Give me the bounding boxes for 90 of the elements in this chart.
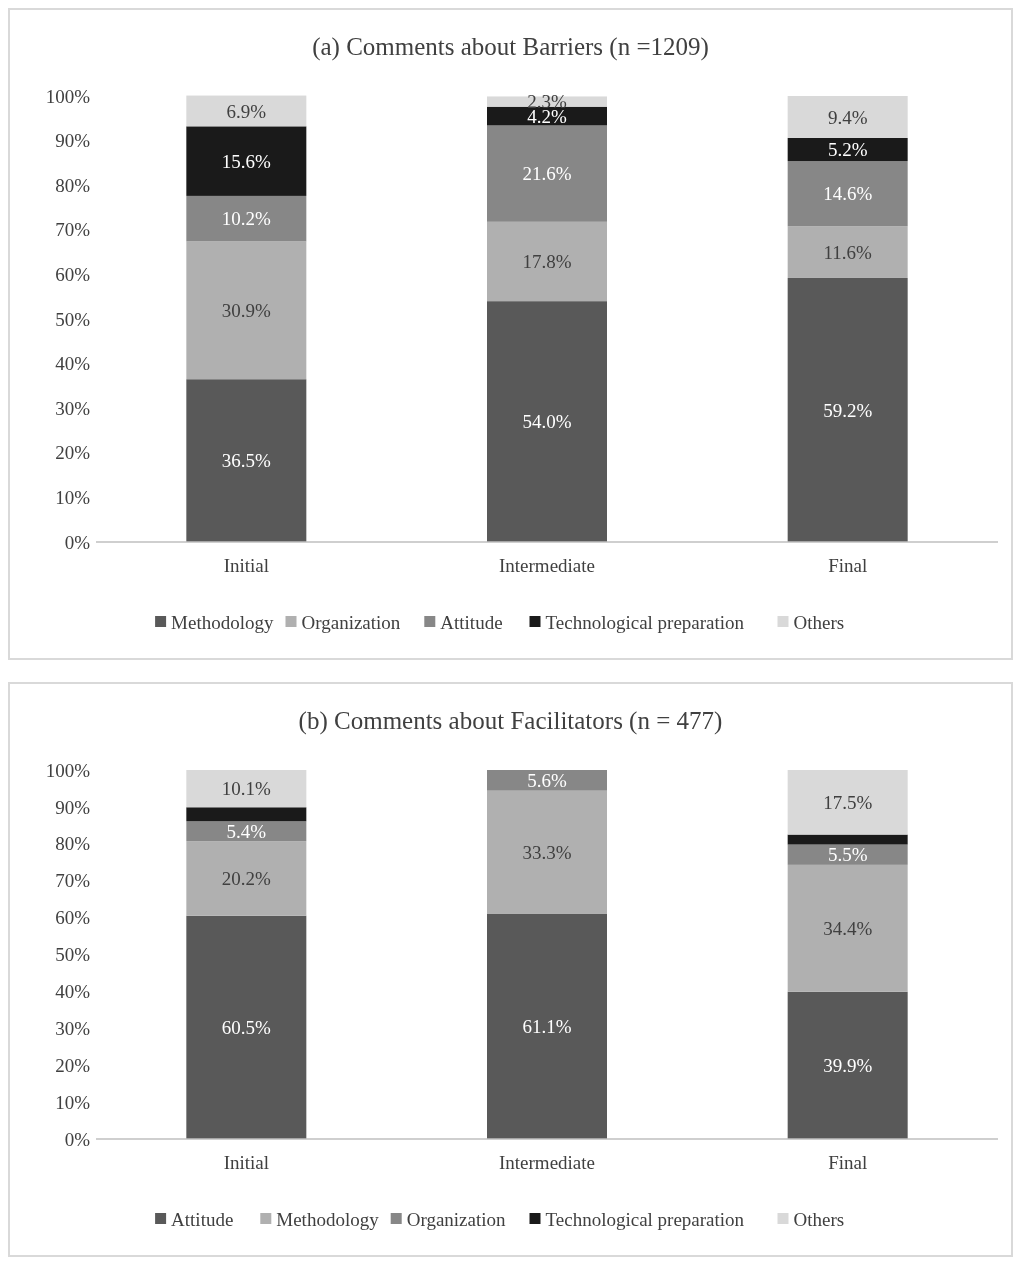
y-tick-label: 60% xyxy=(55,907,91,929)
data-label: 17.8% xyxy=(522,251,572,273)
y-tick-label: 0% xyxy=(64,531,91,553)
x-tick-label: Initial xyxy=(223,555,270,576)
bar xyxy=(487,125,607,222)
y-tick-label: 90% xyxy=(55,130,91,152)
legend-label: Methodology xyxy=(171,611,274,633)
data-label: 36.5% xyxy=(221,450,272,472)
chart-title: (a) Comments about Barriers (n =1209) xyxy=(312,33,709,61)
bar xyxy=(487,301,607,542)
bar xyxy=(186,841,307,916)
bar xyxy=(186,379,307,542)
y-tick-label: 60% xyxy=(55,264,91,286)
x-tick-label: Final xyxy=(828,1152,868,1173)
y-tick-label: 40% xyxy=(55,353,91,375)
bar xyxy=(186,241,307,380)
bar xyxy=(186,915,307,1139)
bar xyxy=(186,195,307,242)
y-tick-label: 0% xyxy=(64,1128,91,1150)
data-label: 5.4% xyxy=(226,820,267,842)
bar xyxy=(787,137,908,162)
legend-label: Organization xyxy=(406,1208,507,1230)
y-tick-label: 30% xyxy=(55,1017,91,1039)
y-tick-label: 40% xyxy=(55,981,91,1003)
x-tick-label: Initial xyxy=(223,1152,270,1173)
data-label: 54.0% xyxy=(522,411,572,433)
data-label: 30.9% xyxy=(221,299,272,321)
data-label: 34.4% xyxy=(823,917,873,939)
chart-title: (b) Comments about Facilitators (n = 477) xyxy=(298,707,723,735)
bar xyxy=(186,770,307,808)
data-label: 15.6% xyxy=(221,150,272,172)
y-tick-label: 50% xyxy=(55,944,91,966)
data-label: 11.6% xyxy=(823,241,873,263)
bar xyxy=(787,864,908,992)
data-label: 20.2% xyxy=(221,868,272,890)
x-tick-label: Final xyxy=(828,555,868,576)
data-label: 60.5% xyxy=(221,1017,272,1039)
y-tick-label: 100% xyxy=(45,759,91,781)
legend-label: Methodology xyxy=(276,1208,380,1230)
y-tick-label: 10% xyxy=(55,487,91,509)
data-label: 61.1% xyxy=(522,1015,572,1037)
bar xyxy=(487,221,607,302)
data-label: 17.5% xyxy=(823,791,873,813)
bar xyxy=(787,96,908,138)
data-label: 59.2% xyxy=(823,399,873,421)
legend-label: Others xyxy=(793,611,845,633)
y-tick-label: 80% xyxy=(55,174,91,196)
bar xyxy=(787,991,908,1139)
y-tick-label: 70% xyxy=(55,219,91,241)
data-label: 14.6% xyxy=(823,183,873,205)
bar xyxy=(186,126,307,196)
bar xyxy=(186,821,307,842)
y-tick-label: 30% xyxy=(55,397,91,419)
bar xyxy=(787,161,908,227)
data-label: 9.4% xyxy=(827,106,868,128)
data-label: 10.1% xyxy=(221,778,272,800)
bar xyxy=(787,277,908,542)
data-label: 21.6% xyxy=(522,163,572,185)
bar xyxy=(787,834,908,845)
bar xyxy=(186,807,307,822)
bar xyxy=(487,770,607,791)
legend-label: Technological preparation xyxy=(545,611,745,633)
data-label: 10.2% xyxy=(221,208,272,230)
data-label: 39.9% xyxy=(823,1055,873,1077)
bar xyxy=(787,770,908,835)
legend-label: Attitude xyxy=(440,611,503,633)
data-label: 5.5% xyxy=(827,844,868,866)
y-tick-label: 70% xyxy=(55,870,91,892)
y-tick-label: 90% xyxy=(55,796,91,818)
bar xyxy=(787,226,908,278)
y-tick-label: 100% xyxy=(45,85,91,107)
y-tick-label: 10% xyxy=(55,1091,91,1113)
bar xyxy=(186,95,307,127)
x-tick-label: Intermediate xyxy=(498,555,596,576)
legend-label: Others xyxy=(793,1208,845,1230)
legend-label: Technological preparation xyxy=(545,1208,745,1230)
y-tick-label: 20% xyxy=(55,1054,91,1076)
y-tick-label: 20% xyxy=(55,442,91,464)
data-label: 33.3% xyxy=(522,841,572,863)
data-label: 6.9% xyxy=(226,100,267,122)
data-label: 5.2% xyxy=(827,139,868,161)
bar xyxy=(487,913,607,1139)
bar xyxy=(487,96,607,107)
y-tick-label: 50% xyxy=(55,308,91,330)
bar xyxy=(487,790,607,914)
legend-label: Organization xyxy=(301,611,401,633)
x-tick-label: Intermediate xyxy=(498,1152,596,1173)
data-label: 5.6% xyxy=(527,769,567,791)
y-tick-label: 80% xyxy=(55,833,91,855)
legend-label: Attitude xyxy=(171,1208,234,1230)
